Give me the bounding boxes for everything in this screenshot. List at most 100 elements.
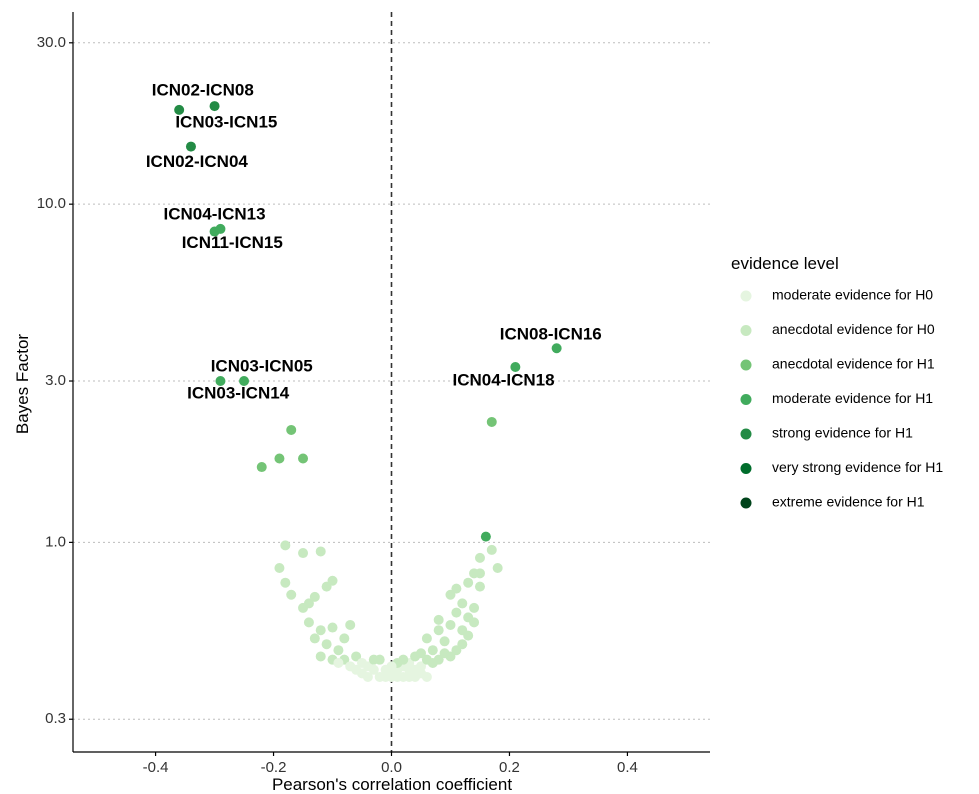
- data-point: [480, 531, 491, 542]
- data-point: [333, 657, 344, 668]
- legend-key: [740, 359, 752, 371]
- legend-title: evidence level: [731, 254, 839, 273]
- x-tick-label: -0.4: [143, 759, 169, 776]
- data-point: [486, 416, 497, 427]
- data-point: [415, 661, 426, 672]
- data-point: [274, 562, 285, 573]
- data-point: [274, 453, 285, 464]
- data-point: [368, 664, 379, 675]
- axes: 0.3 1.0 3.0 10.0 30.0 -0.4 -0.2 0.0 0.2 0.4: [37, 12, 710, 776]
- data-point: [215, 376, 226, 387]
- legend-key: [740, 290, 752, 302]
- data-point: [404, 671, 415, 682]
- data-point: [392, 671, 403, 682]
- data-point: [474, 568, 485, 579]
- legend-key: [740, 394, 752, 405]
- data-point: [333, 645, 344, 656]
- legend-key: [740, 497, 752, 509]
- data-point: [421, 633, 432, 644]
- data-point: [303, 598, 314, 609]
- data-points: [174, 101, 562, 682]
- y-tick-label: 30.0: [37, 34, 66, 51]
- data-point: [215, 223, 226, 234]
- legend-key: [740, 428, 752, 440]
- data-point: [451, 607, 462, 618]
- data-point: [315, 651, 326, 662]
- data-point: [280, 540, 291, 551]
- data-point: [457, 639, 468, 650]
- data-point: [174, 104, 185, 115]
- data-point: [298, 453, 309, 464]
- data-point: [433, 654, 444, 665]
- gridlines: [73, 42, 710, 720]
- legend-label: anecdotal evidence for H1: [772, 356, 935, 372]
- data-point: [457, 598, 468, 609]
- data-point: [309, 633, 320, 644]
- data-point: [486, 544, 497, 555]
- y-tick-label: 1.0: [45, 533, 66, 550]
- data-point: [445, 651, 456, 662]
- x-tick-label: 0.4: [617, 759, 638, 776]
- data-point: [427, 645, 438, 656]
- data-point: [315, 625, 326, 636]
- data-point: [286, 424, 297, 435]
- data-point: [339, 633, 350, 644]
- data-point: [321, 639, 332, 650]
- y-tick-label: 3.0: [45, 372, 66, 389]
- data-point: [469, 617, 480, 628]
- data-point: [374, 654, 385, 665]
- legend-label: moderate evidence for H1: [772, 390, 933, 406]
- y-axis-title: Bayes Factor: [13, 334, 32, 434]
- data-point: [398, 654, 409, 665]
- point-label: ICN04-ICN18: [453, 370, 555, 389]
- legend: evidence level moderate evidence for H0 a…: [731, 254, 943, 510]
- x-tick-label: 0.2: [499, 759, 520, 776]
- data-point: [256, 462, 267, 473]
- data-point: [463, 577, 474, 588]
- point-label: ICN02-ICN04: [146, 152, 249, 171]
- data-point: [474, 552, 485, 563]
- data-point: [469, 602, 480, 613]
- data-point: [239, 376, 250, 387]
- data-point: [345, 619, 356, 630]
- data-point: [315, 546, 326, 557]
- data-point: [303, 617, 314, 628]
- point-label: ICN04-ICN13: [164, 204, 266, 223]
- data-point: [433, 614, 444, 625]
- data-point: [185, 141, 196, 152]
- legend-key: [740, 325, 752, 336]
- data-point: [433, 625, 444, 636]
- data-point: [421, 671, 432, 682]
- data-point: [309, 591, 320, 602]
- data-point: [327, 622, 338, 633]
- point-label: ICN03-ICN15: [175, 112, 277, 131]
- data-point: [551, 343, 562, 354]
- data-point: [492, 562, 503, 573]
- data-point: [351, 651, 362, 662]
- data-point: [380, 671, 391, 682]
- data-point: [298, 548, 309, 559]
- legend-label: strong evidence for H1: [772, 425, 913, 441]
- point-label: ICN08-ICN16: [500, 325, 602, 344]
- point-label: ICN11-ICN15: [182, 233, 283, 252]
- y-tick-label: 10.0: [37, 195, 66, 212]
- point-label: ICN02-ICN08: [152, 81, 254, 100]
- data-point: [439, 636, 450, 647]
- data-point: [463, 630, 474, 641]
- data-point: [357, 668, 368, 679]
- x-tick-label: -0.2: [261, 759, 287, 776]
- legend-label: anecdotal evidence for H0: [772, 321, 935, 337]
- legend-label: very strong evidence for H1: [772, 459, 943, 475]
- data-point: [280, 577, 291, 588]
- y-tick-label: 0.3: [45, 710, 66, 727]
- data-point: [415, 648, 426, 659]
- data-point: [327, 575, 338, 586]
- data-point: [510, 362, 521, 373]
- legend-label: extreme evidence for H1: [772, 494, 925, 510]
- point-label: ICN03-ICN05: [211, 356, 313, 375]
- legend-label: moderate evidence for H0: [772, 287, 933, 303]
- data-point: [209, 101, 220, 112]
- x-axis-title: Pearson's correlation coefficient: [272, 775, 512, 794]
- data-point: [386, 661, 397, 672]
